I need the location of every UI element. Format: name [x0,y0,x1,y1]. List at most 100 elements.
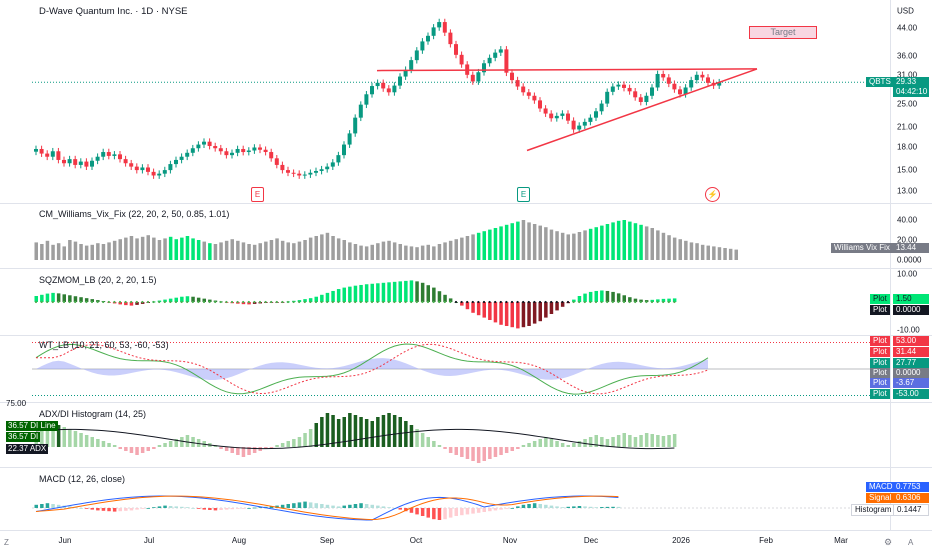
earnings-event-icon[interactable]: E [251,187,264,202]
pane-separator[interactable] [0,268,932,269]
momentum-bar [163,299,167,302]
williams-vix-title[interactable]: CM_Williams_Vix_Fix (22, 20, 2, 50, 0.85… [39,209,230,219]
price-chart-pane[interactable] [32,0,890,203]
candle-body [62,159,66,164]
settings-gear-icon[interactable]: ⚙ [884,537,893,547]
adx-axis[interactable] [890,403,932,467]
macd-hist-bar [426,508,430,518]
squeeze-dot [51,300,54,304]
pane-separator[interactable] [0,335,932,336]
adx-hist-bar [241,447,246,457]
adx-hist-bar [404,421,408,447]
candle-body [269,152,274,159]
adx-pane[interactable] [32,403,890,467]
sqzmom-axis[interactable]: 10.00 -10.00 [890,269,932,335]
macd-hist-bar [611,506,615,508]
vix-bar [717,247,722,260]
candle-body [638,97,643,102]
momentum-bar [364,284,369,302]
sqzmom-pane[interactable] [32,269,890,335]
pane-separator[interactable] [0,203,932,204]
candle-body [140,167,145,171]
macd-hist-bar [241,508,246,509]
price-axis[interactable]: USD 44.00 36.00 31.00 25.00 21.00 18.00 … [890,0,932,203]
vix-bar [56,243,61,260]
vix-bar [280,240,285,260]
squeeze-dot [242,300,245,304]
wt-plot-value-tag: 27.77 [893,358,929,368]
momentum-bar [639,299,643,302]
candle-body [717,82,722,86]
vix-bar [420,245,425,260]
candle-body [459,54,464,65]
auto-scale-icon[interactable]: A [908,538,914,547]
wavetrend-title[interactable]: WT_LB (10, 21, 60, 53, -60, -53) [39,340,169,350]
vix-bar [695,243,699,260]
williams-vix-pane[interactable] [32,204,890,268]
vix-bar [241,242,246,260]
pane-separator[interactable] [0,402,932,403]
vix-bar [135,238,139,260]
axis-tick: -10.00 [897,325,920,335]
adx-hist-bar [146,447,150,451]
sqzmom-title[interactable]: SQZMOM_LB (20, 2, 20, 1.5) [39,275,157,285]
adx-hist-bar [628,435,632,447]
adx-hist-bar [499,447,503,455]
candle-body [252,147,257,151]
vix-bar [443,242,447,260]
momentum-bar [488,302,492,320]
time-axis-month: Aug [231,536,247,545]
adx-hist-bar [56,425,61,447]
squeeze-dot [606,300,609,304]
macd-hist-bar [488,508,492,512]
symbol-title[interactable]: D-Wave Quantum Inc. · 1D · NYSE [39,6,188,17]
wavetrend-axis[interactable] [890,336,932,402]
macd-hist-bar [527,504,531,508]
earnings-event-icon[interactable]: E [517,187,530,202]
squeeze-dot [309,300,312,304]
macd-pane[interactable] [32,468,890,530]
signal-value-tag: 0.6306 [893,493,929,503]
momentum-bar [180,296,184,302]
momentum-bar [549,302,554,314]
wavetrend-pane[interactable] [32,336,890,402]
squeeze-dot [180,300,183,304]
squeeze-dot [589,300,592,304]
squeeze-dot [499,300,502,304]
vix-bar [308,237,313,260]
adx-line [35,428,675,450]
squeeze-dot [354,300,357,304]
macd-title[interactable]: MACD (12, 26, close) [39,474,126,484]
williams-vix-axis[interactable]: 40.00 20.00 0.0000 [890,204,932,268]
squeeze-dot [622,300,626,304]
squeeze-dot [370,300,374,304]
vix-bar [454,239,458,260]
split-event-icon[interactable]: ⚡ [705,187,720,202]
squeeze-dot [667,300,670,304]
vix-bar [392,242,397,260]
pane-separator[interactable] [0,467,932,468]
macd-hist-bar [381,506,386,508]
timezone-icon[interactable]: Z [4,538,9,547]
candle-body [101,152,106,157]
macd-hist-bar [168,506,173,508]
vix-bar [611,222,615,260]
target-label[interactable]: Target [749,26,817,39]
time-axis[interactable] [0,531,932,550]
squeeze-dot [141,300,144,304]
vix-bar [34,242,38,260]
momentum-bar [611,291,615,302]
vix-bar [605,224,610,260]
squeeze-dot [102,300,105,304]
price-chart-svg[interactable] [32,0,890,203]
squeeze-dot [550,300,553,304]
vix-bar [353,244,358,260]
momentum-bar [34,296,38,302]
macd-hist-bar [364,504,369,508]
adx-hist-bar [264,447,268,449]
macd-hist-bar [404,508,408,512]
adx-title[interactable]: ADX/DI Histogram (14, 25) [39,409,147,419]
macd-hist-bar [409,508,414,513]
squeeze-dot [107,300,110,304]
candle-body [431,27,436,36]
